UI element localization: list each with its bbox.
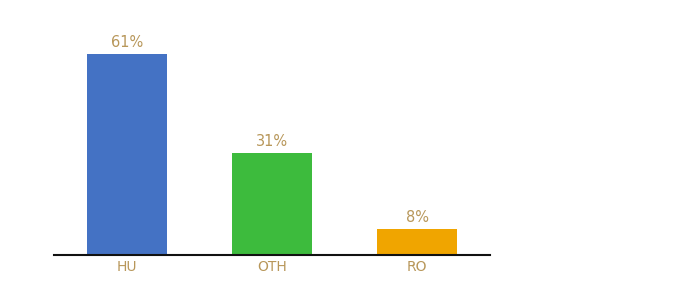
Bar xyxy=(87,54,167,255)
Text: 8%: 8% xyxy=(405,210,428,225)
Bar xyxy=(232,153,312,255)
Text: 61%: 61% xyxy=(111,35,143,50)
Bar xyxy=(377,229,457,255)
Text: 31%: 31% xyxy=(256,134,288,149)
